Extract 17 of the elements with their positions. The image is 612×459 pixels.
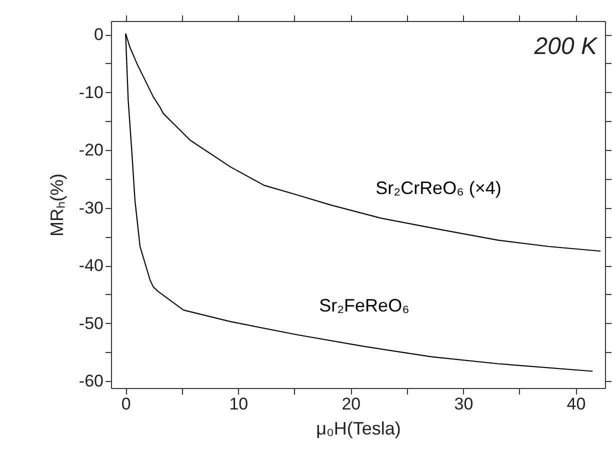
series-label: Sr₂CrReO₆ (×4) bbox=[376, 178, 502, 198]
x-tick-label: 40 bbox=[566, 394, 586, 414]
x-axis-title: μ₀H(Tesla) bbox=[316, 418, 401, 438]
y-tick-label: -50 bbox=[78, 314, 104, 333]
y-tick-label: -20 bbox=[78, 140, 104, 160]
x-tick-label: 10 bbox=[229, 394, 248, 414]
y-tick-label: 0 bbox=[94, 25, 104, 44]
x-tick-label: 20 bbox=[342, 394, 361, 414]
x-tick-label: 0 bbox=[121, 394, 131, 414]
y-tick-label: -30 bbox=[78, 198, 104, 218]
y-tick-label: -60 bbox=[78, 372, 104, 391]
series-label: Sr₂FeReO₆ bbox=[319, 295, 410, 316]
x-tick-label: 30 bbox=[454, 394, 474, 414]
y-axis-title: MRₕ(%) bbox=[46, 174, 67, 236]
annotation: 200 K bbox=[533, 33, 598, 60]
y-tick-label: -40 bbox=[78, 256, 104, 276]
y-tick-label: -10 bbox=[78, 82, 104, 102]
